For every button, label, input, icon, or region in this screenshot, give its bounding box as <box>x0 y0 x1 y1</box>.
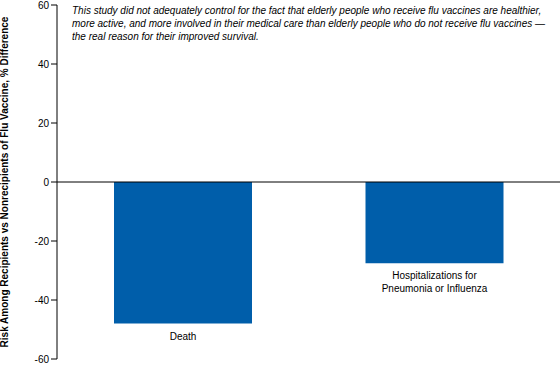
svg-text:Risk Among Recipients vs Nonre: Risk Among Recipients vs Nonrecipients o… <box>8 16 10 347</box>
svg-text:20: 20 <box>38 118 50 129</box>
svg-text:Hospitalizations forPneumonia: Hospitalizations forPneumonia or Influen… <box>382 270 488 294</box>
html-text:This study did not adequately: This study did not adequately control fo… <box>72 5 545 42</box>
svg-text:0: 0 <box>43 177 49 188</box>
svg-text:60: 60 <box>38 0 50 11</box>
svg-text:-60: -60 <box>35 354 50 365</box>
svg-text:40: 40 <box>38 59 50 70</box>
svg-text:Death: Death <box>170 331 197 342</box>
svg-text:-40: -40 <box>35 295 50 306</box>
svg-text:-20: -20 <box>35 236 50 247</box>
